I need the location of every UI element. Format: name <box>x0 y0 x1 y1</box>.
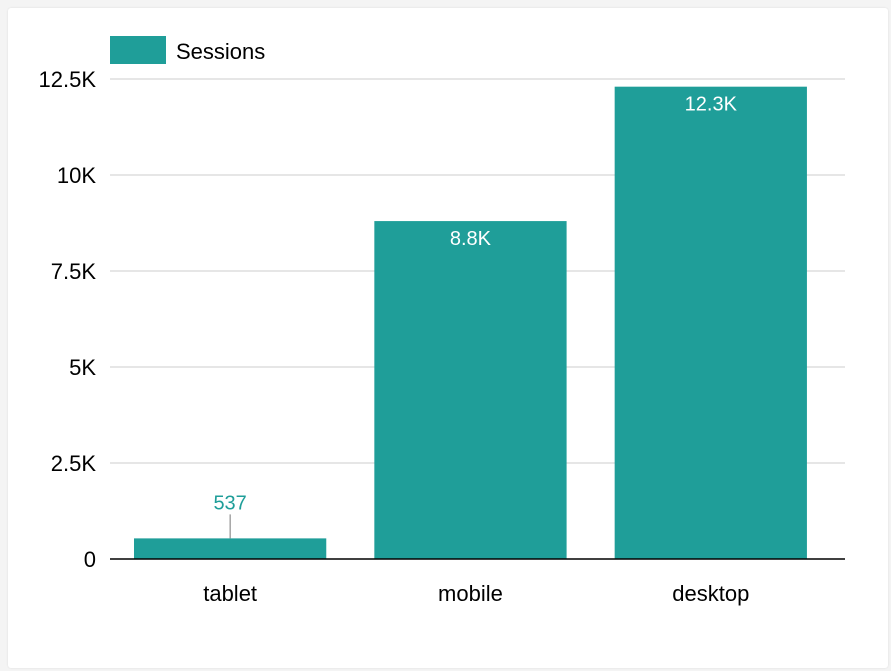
data-label-desktop: 12.3K <box>685 94 738 116</box>
data-labels: 537 8.8K 12.3K <box>213 94 738 539</box>
y-tick-label: 7.5K <box>51 259 97 284</box>
y-tick-label: 2.5K <box>51 451 97 476</box>
bars[interactable] <box>134 86 807 560</box>
legend[interactable]: Sessions <box>110 36 265 64</box>
bar-desktop[interactable] <box>614 86 807 560</box>
legend-swatch-sessions[interactable] <box>110 36 166 64</box>
x-tick-label-tablet: tablet <box>203 581 257 606</box>
legend-label-sessions[interactable]: Sessions <box>176 39 265 64</box>
y-axis-tick-labels: 0 2.5K 5K 7.5K 10K 12.5K <box>39 67 97 572</box>
y-tick-label: 10K <box>57 163 96 188</box>
bar-mobile[interactable] <box>374 221 567 559</box>
y-tick-label: 12.5K <box>39 67 97 92</box>
x-tick-label-desktop: desktop <box>672 581 749 606</box>
y-tick-label: 5K <box>69 355 96 380</box>
x-tick-label-mobile: mobile <box>438 581 503 606</box>
data-label-tablet: 537 <box>213 492 246 514</box>
data-label-mobile: 8.8K <box>450 228 492 250</box>
x-axis: tablet mobile desktop <box>110 558 845 606</box>
bar-tablet[interactable] <box>134 538 327 559</box>
y-tick-label: 0 <box>84 547 96 572</box>
